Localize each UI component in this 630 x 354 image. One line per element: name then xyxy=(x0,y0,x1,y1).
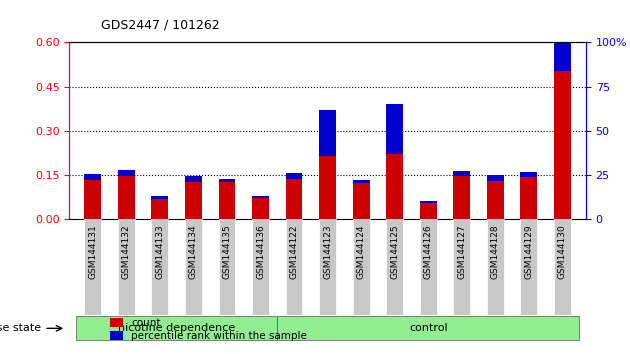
Bar xyxy=(386,104,403,154)
FancyBboxPatch shape xyxy=(84,219,101,315)
FancyBboxPatch shape xyxy=(386,219,403,315)
FancyBboxPatch shape xyxy=(520,219,537,315)
Bar xyxy=(185,176,202,182)
FancyBboxPatch shape xyxy=(185,219,202,315)
Bar xyxy=(151,196,168,199)
Bar xyxy=(285,179,302,219)
Bar xyxy=(252,198,269,219)
Text: GSM144126: GSM144126 xyxy=(424,224,433,279)
Bar xyxy=(319,156,336,219)
FancyBboxPatch shape xyxy=(219,219,236,315)
Text: GSM144124: GSM144124 xyxy=(357,224,365,279)
FancyBboxPatch shape xyxy=(277,316,579,340)
Text: GSM144123: GSM144123 xyxy=(323,224,332,279)
FancyBboxPatch shape xyxy=(353,219,370,315)
Text: GDS2447 / 101262: GDS2447 / 101262 xyxy=(101,19,219,32)
Text: GSM144132: GSM144132 xyxy=(122,224,131,279)
Text: GSM144125: GSM144125 xyxy=(390,224,399,279)
Bar xyxy=(454,176,470,219)
Text: GSM144135: GSM144135 xyxy=(222,224,231,279)
Bar xyxy=(386,154,403,219)
Bar xyxy=(285,173,302,179)
Bar xyxy=(219,182,236,219)
FancyBboxPatch shape xyxy=(454,219,470,315)
Text: GSM144129: GSM144129 xyxy=(524,224,534,279)
FancyBboxPatch shape xyxy=(420,219,437,315)
Bar xyxy=(353,180,370,183)
FancyBboxPatch shape xyxy=(285,219,302,315)
Text: GSM144136: GSM144136 xyxy=(256,224,265,279)
Bar xyxy=(554,70,571,219)
Bar xyxy=(487,175,504,181)
Bar xyxy=(420,201,437,203)
FancyBboxPatch shape xyxy=(151,219,168,315)
FancyBboxPatch shape xyxy=(554,219,571,315)
Bar xyxy=(151,199,168,219)
Bar xyxy=(353,183,370,219)
FancyBboxPatch shape xyxy=(118,219,135,315)
Text: GSM144128: GSM144128 xyxy=(491,224,500,279)
Bar xyxy=(487,181,504,219)
Text: nicotine dependence: nicotine dependence xyxy=(118,323,235,333)
Text: GSM144134: GSM144134 xyxy=(189,224,198,279)
Text: disease state: disease state xyxy=(0,323,41,333)
Bar xyxy=(84,180,101,219)
Text: GSM144130: GSM144130 xyxy=(558,224,567,279)
Bar xyxy=(520,177,537,219)
Text: GSM144127: GSM144127 xyxy=(457,224,466,279)
Text: GSM144133: GSM144133 xyxy=(156,224,164,279)
FancyBboxPatch shape xyxy=(319,219,336,315)
FancyBboxPatch shape xyxy=(252,219,269,315)
Text: GSM144122: GSM144122 xyxy=(290,224,299,279)
Bar xyxy=(554,3,571,70)
FancyBboxPatch shape xyxy=(487,219,504,315)
Bar xyxy=(520,172,537,177)
Bar xyxy=(219,179,236,182)
Bar xyxy=(118,170,135,176)
Text: control: control xyxy=(409,323,447,333)
Bar xyxy=(118,176,135,219)
Bar xyxy=(185,182,202,219)
Text: GSM144131: GSM144131 xyxy=(88,224,97,279)
Bar xyxy=(420,203,437,219)
Bar xyxy=(84,175,101,180)
Bar xyxy=(454,171,470,176)
Legend: count, percentile rank within the sample: count, percentile rank within the sample xyxy=(106,313,311,345)
FancyBboxPatch shape xyxy=(76,316,277,340)
Bar xyxy=(319,110,336,156)
Bar xyxy=(252,196,269,198)
